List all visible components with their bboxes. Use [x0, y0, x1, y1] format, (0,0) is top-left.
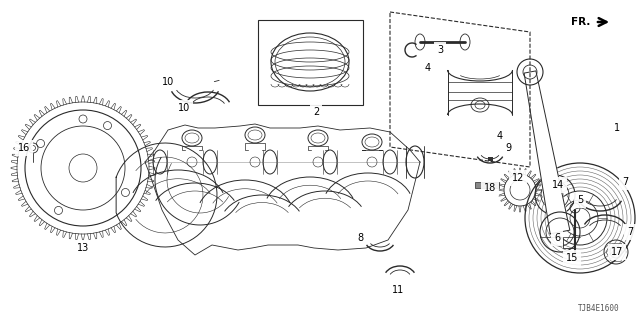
Text: 7: 7: [627, 227, 633, 237]
Text: 9: 9: [505, 143, 511, 153]
Text: 1: 1: [614, 123, 620, 133]
Text: 12: 12: [512, 173, 524, 183]
Text: 17: 17: [611, 247, 623, 257]
Ellipse shape: [140, 105, 420, 265]
Bar: [475, 182, 499, 188]
Text: 7: 7: [622, 177, 628, 187]
Text: FR.: FR.: [571, 17, 590, 27]
Text: 10: 10: [178, 103, 190, 113]
Text: 6: 6: [554, 233, 560, 243]
Text: 3: 3: [437, 45, 443, 55]
Bar: [258, 20, 363, 105]
Text: 16: 16: [18, 143, 30, 153]
Text: 15: 15: [566, 253, 578, 263]
Text: 18: 18: [484, 183, 496, 193]
Text: 11: 11: [392, 285, 404, 295]
Text: 14: 14: [552, 180, 564, 190]
Bar: [488, 157, 493, 161]
Text: 5: 5: [577, 195, 583, 205]
Text: 13: 13: [77, 243, 89, 253]
Text: 10: 10: [162, 77, 174, 87]
Text: 4: 4: [497, 131, 503, 141]
Polygon shape: [524, 71, 570, 234]
Text: 4: 4: [425, 63, 431, 73]
Text: 2: 2: [313, 107, 319, 117]
Text: TJB4E1600: TJB4E1600: [579, 304, 620, 313]
Text: 8: 8: [357, 233, 363, 243]
